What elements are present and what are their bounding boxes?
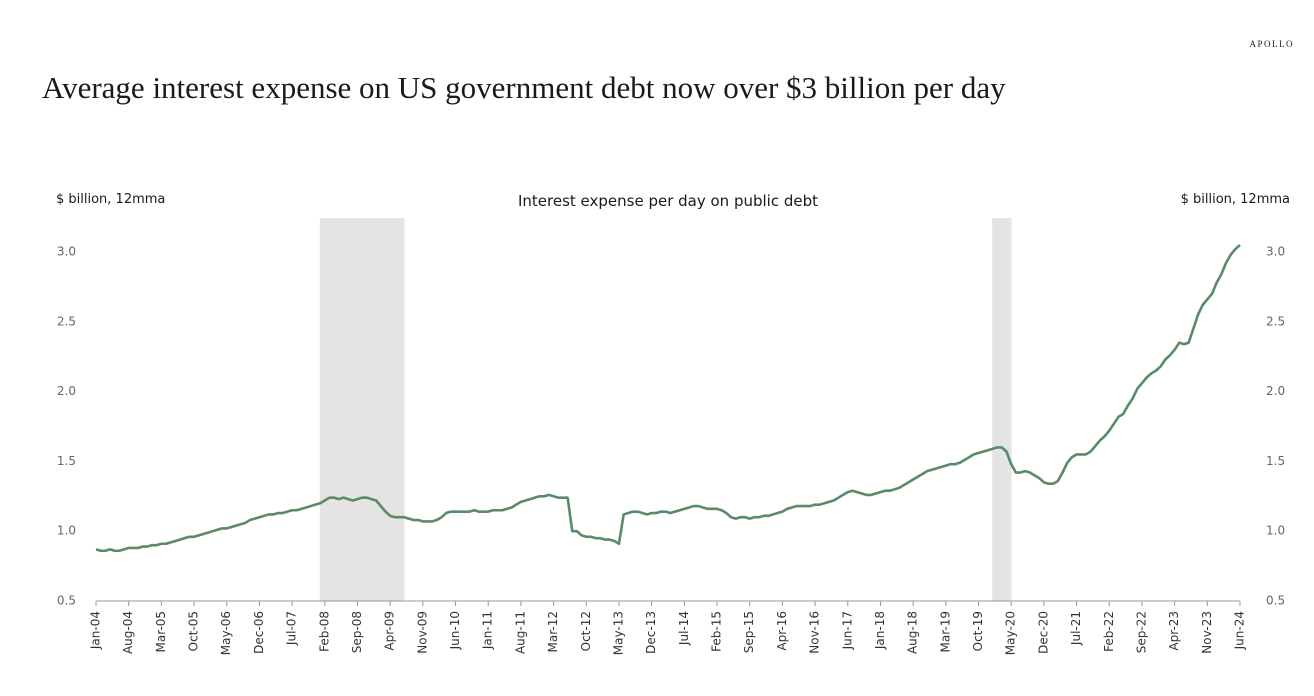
y-tick-label: 0.5 [57, 594, 76, 608]
x-tick-label: Apr-09 [383, 611, 397, 651]
x-tick-label: Aug-11 [513, 611, 527, 654]
x-tick-label: Jan-04 [89, 611, 103, 650]
x-tick-label: Jun-24 [1233, 611, 1247, 650]
x-tick-label: Jul-14 [677, 611, 691, 646]
x-tick-label: Jul-21 [1069, 611, 1083, 646]
y-tick-label: 2.0 [57, 384, 76, 398]
x-tick-label: Jan-18 [873, 611, 887, 650]
y2-tick-label: 2.5 [1266, 314, 1285, 328]
x-tick-label: May-20 [1004, 611, 1018, 655]
x-tick-label: Aug-18 [906, 611, 920, 654]
x-tick-label: Sep-15 [742, 611, 756, 653]
x-tick-label: Nov-09 [415, 611, 429, 654]
y2-tick-label: 1.0 [1266, 524, 1285, 538]
x-tick-label: Sep-08 [350, 611, 364, 653]
brand: APOLLO [1250, 39, 1295, 49]
shaded-period [319, 218, 405, 601]
x-tick-label: Jan-11 [481, 611, 495, 650]
x-tick-label: May-06 [219, 611, 233, 655]
y2-tick-label: 3.0 [1266, 244, 1285, 258]
x-tick-label: Mar-05 [154, 611, 168, 652]
y2-tick-label: 2.0 [1266, 384, 1285, 398]
x-tick-label: Jul-07 [285, 611, 299, 646]
x-tick-label: Feb-15 [710, 611, 724, 652]
x-tick-label: Oct-05 [187, 611, 201, 651]
x-tick-label: Oct-12 [579, 611, 593, 651]
x-tick-label: Oct-19 [971, 611, 985, 651]
x-tick-label: Jun-17 [840, 611, 854, 650]
x-tick-label: Feb-08 [317, 611, 331, 652]
y-tick-label: 1.5 [57, 454, 76, 468]
x-tick-label: Sep-22 [1134, 611, 1148, 653]
x-tick-label: Jun-10 [448, 611, 462, 650]
y-tick-label: 3.0 [57, 244, 76, 258]
shaded-period [992, 218, 1012, 601]
x-tick-label: Nov-16 [808, 611, 822, 654]
x-tick-label: Dec-06 [252, 611, 266, 654]
x-tick-label: Apr-23 [1167, 611, 1181, 651]
x-tick-label: Dec-20 [1036, 611, 1050, 654]
data-line [95, 244, 1241, 553]
x-tick-label: Mar-19 [938, 611, 952, 652]
chart-subtitle: Interest expense per day on public debt [518, 192, 818, 210]
x-tick-label: Aug-04 [121, 611, 135, 654]
y2-tick-label: 1.5 [1266, 454, 1285, 468]
y2-tick-label: 0.5 [1266, 594, 1285, 608]
x-tick-label: Mar-12 [546, 611, 560, 652]
y-tick-label: 2.5 [57, 314, 76, 328]
y-axis-label: $ billion, 12mma [56, 192, 165, 207]
y-tick-label: 1.0 [57, 524, 76, 538]
x-tick-label: Dec-13 [644, 611, 658, 654]
x-tick-label: Feb-22 [1102, 611, 1116, 652]
chart-title: Average interest expense on US governmen… [42, 70, 1006, 105]
x-tick-label: Apr-16 [775, 611, 789, 651]
x-tick-label: May-13 [611, 611, 625, 655]
y2-axis-label: $ billion, 12mma [1181, 192, 1290, 207]
x-tick-label: Nov-23 [1200, 611, 1214, 654]
